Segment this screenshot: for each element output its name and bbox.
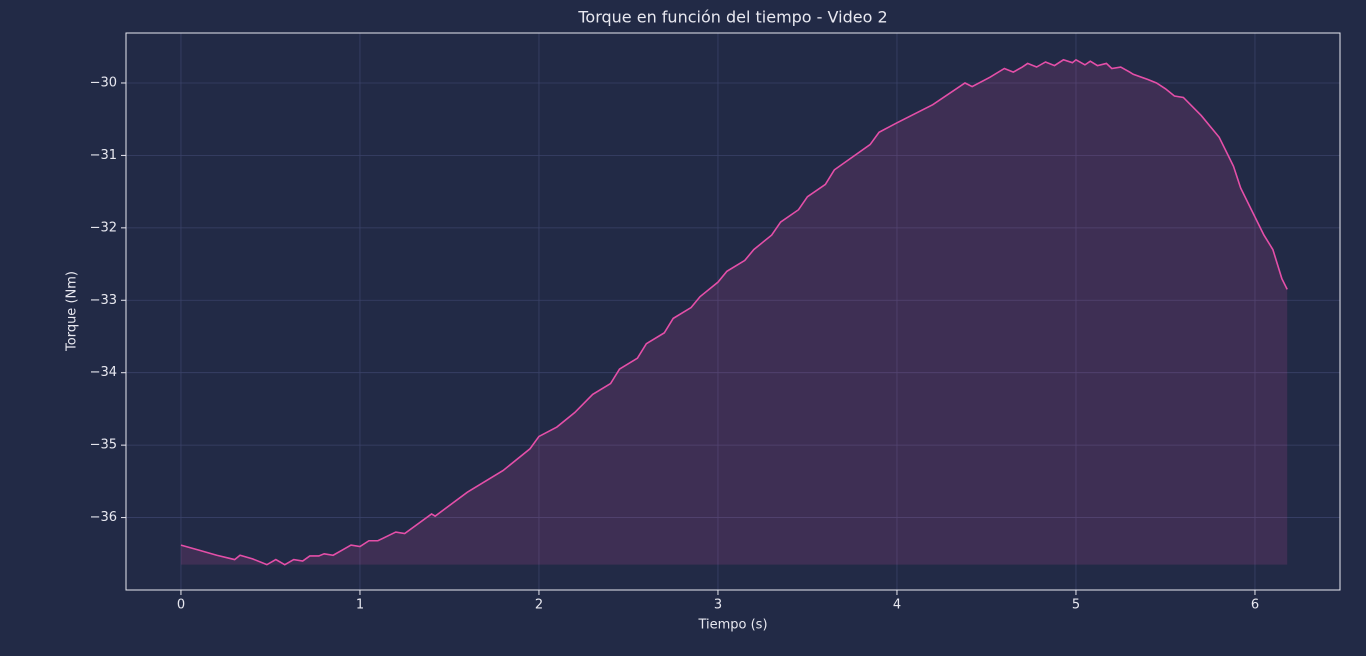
y-tick-label: −33: [90, 293, 117, 308]
y-axis-label: Torque (Nm): [65, 271, 80, 352]
chart-title: Torque en función del tiempo - Video 2: [577, 8, 887, 27]
y-tick-label: −36: [90, 510, 117, 525]
x-tick-label: 1: [356, 598, 364, 613]
x-tick-label: 4: [893, 598, 901, 613]
line: [180, 58, 1288, 566]
plot-frame: [125, 32, 1341, 591]
x-tick-label: 0: [177, 598, 185, 613]
y-tick-label: −34: [90, 365, 117, 380]
area-fill: [180, 59, 1288, 565]
y-tick-label: −31: [90, 148, 117, 163]
y-tick-label: −35: [90, 438, 117, 453]
x-tick-label: 6: [1251, 598, 1259, 613]
x-tick-label: 3: [714, 598, 722, 613]
y-tick-label: −32: [90, 220, 117, 235]
y-tick-label: −30: [90, 75, 117, 90]
x-axis-label: Tiempo (s): [697, 618, 767, 633]
x-tick-label: 2: [535, 598, 543, 613]
x-tick-label: 5: [1072, 598, 1080, 613]
